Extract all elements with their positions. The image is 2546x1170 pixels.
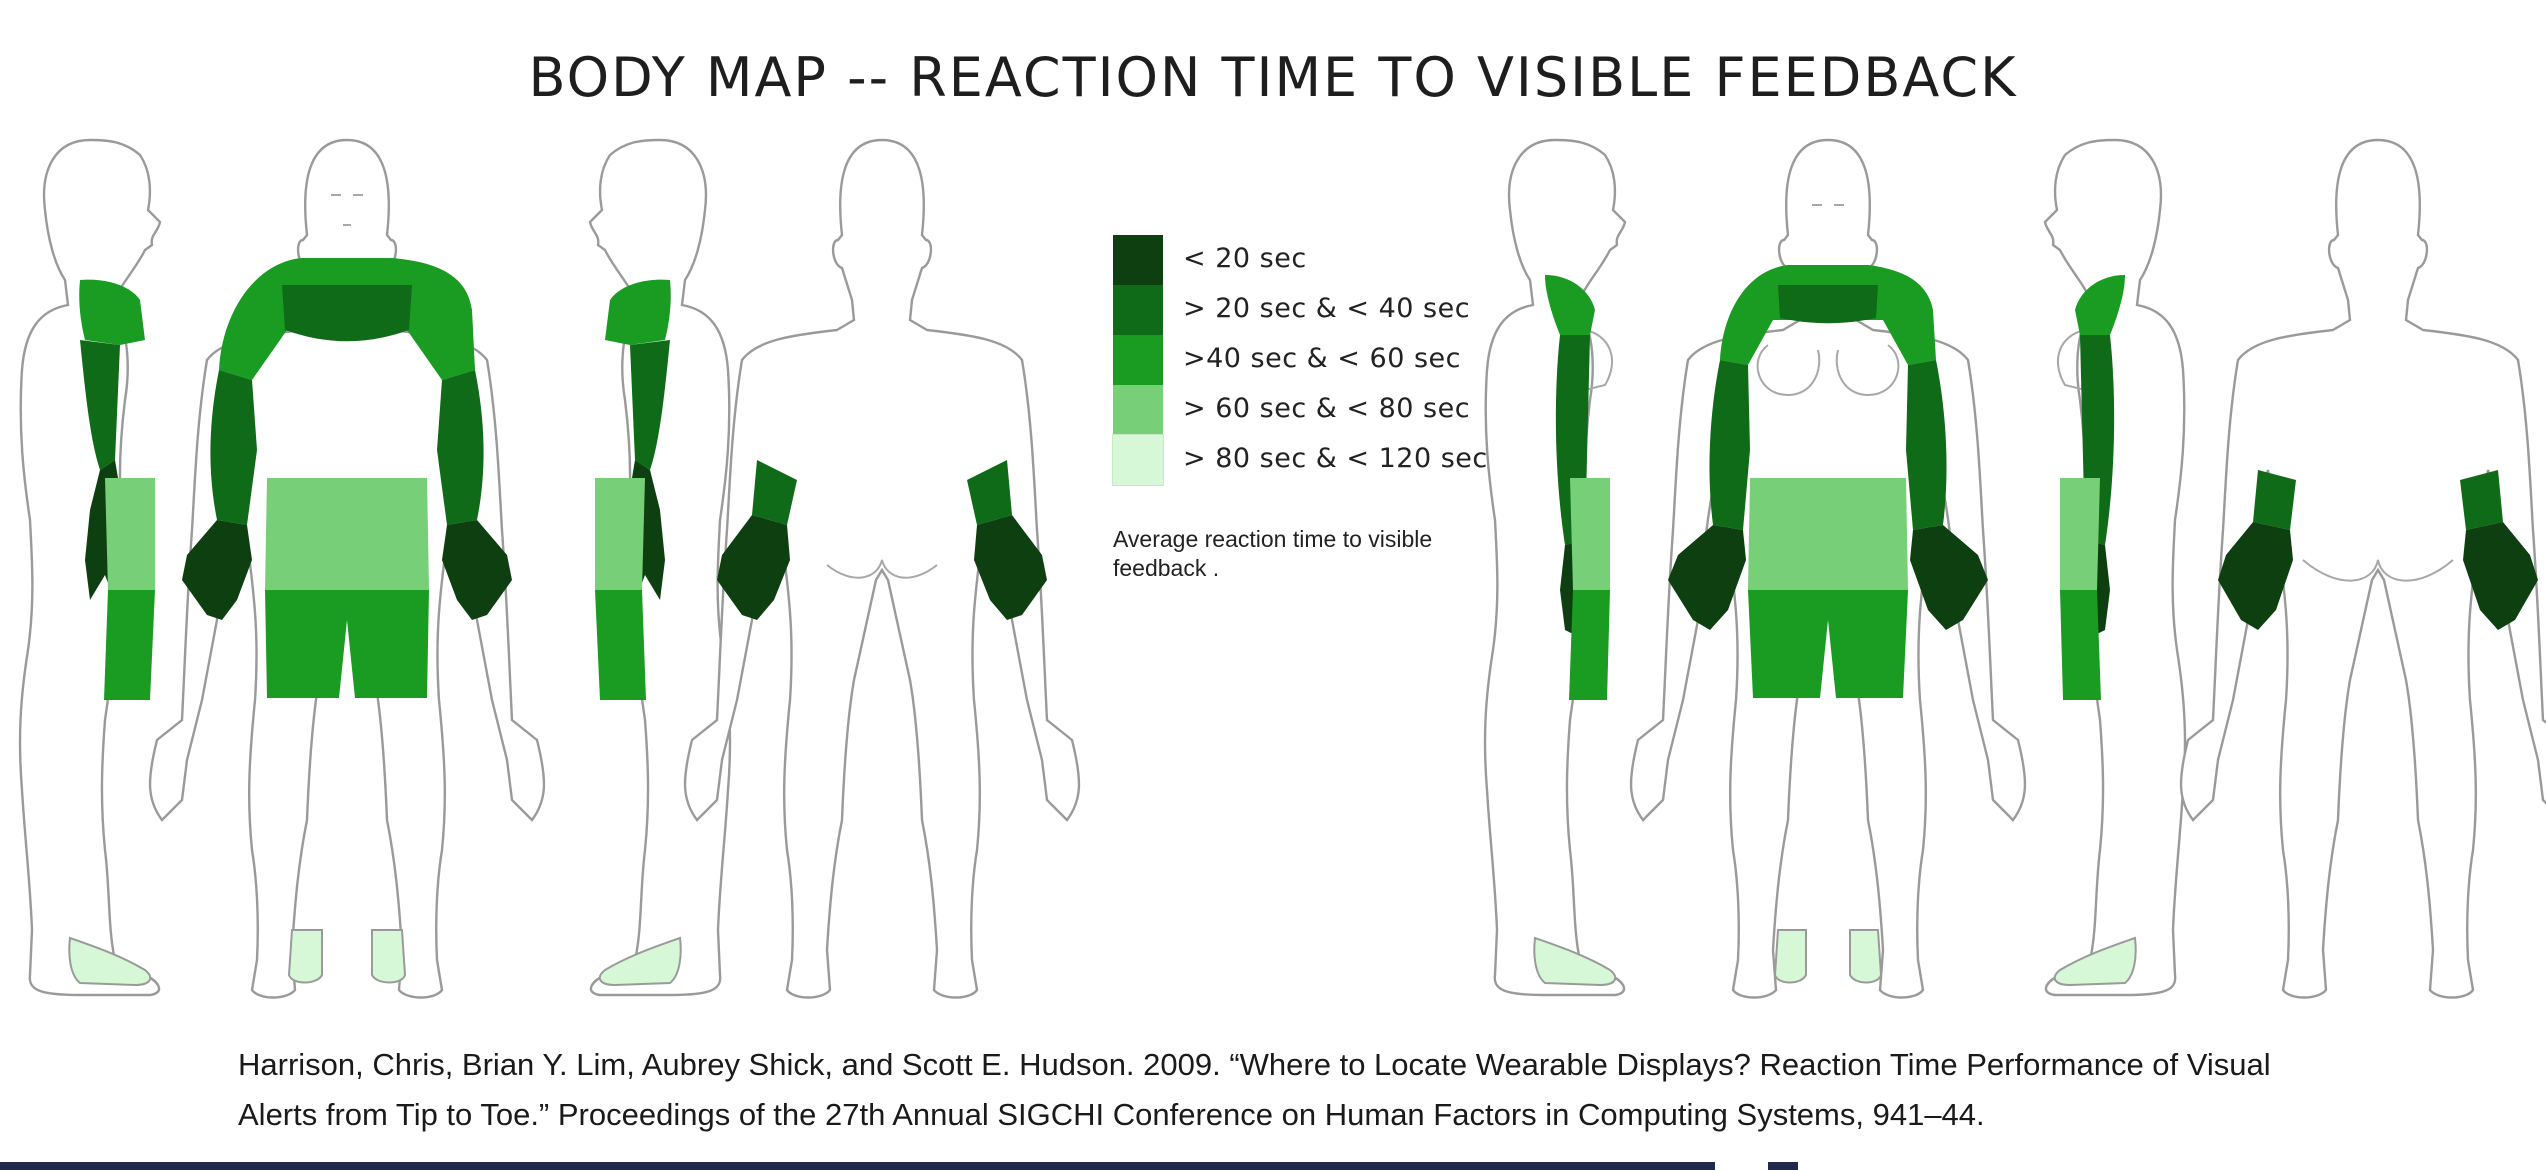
figure-female-back [2179,138,2546,999]
legend-label: < 20 sec [1183,243,1307,274]
bottom-bar [0,1162,1715,1170]
slide-title: BODY MAP -- REACTION TIME TO VISIBLE FEE… [528,46,2018,109]
citation-line-2: Alerts from Tip to Toe.” Proceedings of … [238,1097,1985,1132]
legend-label: > 60 sec & < 80 sec [1183,393,1471,424]
legend-swatch [1113,285,1163,335]
figure-male-side-right [588,138,732,997]
figure-male-front [148,138,546,999]
legend-swatch [1113,385,1163,435]
figure-female-front [1629,138,2027,999]
bottom-bar-accent [1768,1162,1798,1170]
citation-line-1: Harrison, Chris, Brian Y. Lim, Aubrey Sh… [238,1047,2271,1082]
legend-label: > 20 sec & < 40 sec [1183,293,1471,324]
legend-caption: Average reaction time to visible feedbac… [1113,526,1433,581]
figure-male-back [683,138,1081,999]
legend-label: > 80 sec & < 120 sec [1183,443,1488,474]
legend-swatch [1113,335,1163,385]
legend-swatch [1112,434,1164,486]
figure-male-side-left [18,138,162,997]
figure-female-side-right [2043,138,2187,997]
legend-label: >40 sec & < 60 sec [1183,343,1461,374]
legend-swatch [1113,235,1163,285]
citation: Harrison, Chris, Brian Y. Lim, Aubrey Sh… [238,1040,2478,1140]
figure-female-side-left [1483,138,1627,997]
